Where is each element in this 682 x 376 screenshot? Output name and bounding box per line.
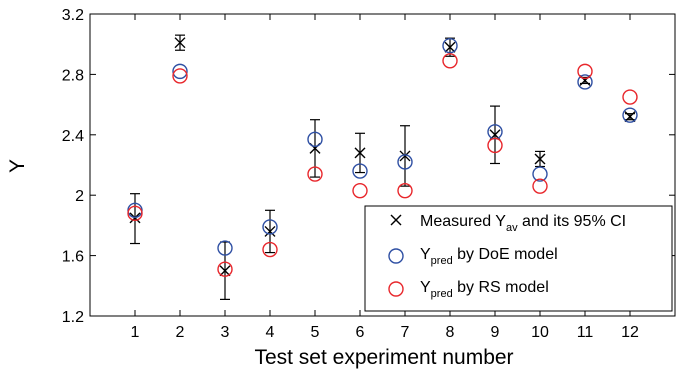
rs-point [442,53,458,69]
doe-point [532,166,548,182]
legend-entry-rs: Ypred by RS model [388,279,549,300]
plot-border [89,13,676,317]
y-tick-label: 1.6 [62,249,84,266]
legend: Measured Yav and its 95% CI Ypred by DoE… [364,205,673,312]
legend-marker-doe-circle [388,248,404,264]
x-tick-label: 5 [311,324,320,341]
measured-point [399,125,411,187]
doe-point [307,131,323,148]
doe-point [442,38,458,54]
rs-point [217,261,233,277]
rs-point [532,178,548,194]
rs-point [307,166,323,182]
y-tick-label: 2 [75,188,84,205]
doe-point [622,107,638,123]
x-marker-stroke [354,147,366,159]
x-tick-label: 1 [131,324,140,341]
measured-point [534,150,546,168]
x-tick-label: 10 [531,324,549,341]
measured-point [354,132,366,174]
measured-point [489,105,501,165]
y-axis: 1.2 1.6 2 2.4 2.8 3.2 [62,7,675,326]
legend-entry-doe: Ypred by DoE model [388,246,558,267]
doe-point [172,63,188,80]
measured-point [264,209,276,254]
rs-point [262,241,278,258]
rs-point [622,89,638,105]
y-tick-label: 3.2 [62,7,84,24]
rs-point [172,68,188,84]
x-tick-label: 4 [266,324,275,341]
measured-point [624,111,636,123]
x-tick-label: 11 [577,324,594,341]
legend-box [364,205,673,312]
doe-point [577,74,593,90]
rs-point [577,63,593,80]
legend-marker-rs-circle [388,281,404,297]
doe-point [352,163,368,179]
doe-point [217,240,233,256]
rs-point [397,182,413,199]
x-marker-stroke [624,111,636,123]
x-axis: 1 2 3 4 5 6 7 8 9 10 11 12 [131,14,639,341]
y-tick-label: 1.2 [62,309,84,326]
legend-marker-x [390,214,402,226]
x-marker-stroke [399,150,411,162]
x-marker-stroke [219,265,231,277]
measured-point [219,241,231,300]
rs-point [127,205,143,222]
y-tick-label: 2.4 [62,128,84,145]
legend-label-rs: Ypred by RS model [420,279,549,300]
x-tick-label: 12 [621,324,639,341]
legend-entry-measured: Measured Yav and its 95% CI [390,213,626,234]
legend-label-measured: Measured Yav and its 95% CI [420,213,626,234]
x-tick-label: 6 [356,324,365,341]
x-axis-title: Test set experiment number [254,346,513,369]
y-axis-title: Y [6,159,29,173]
data-marks [127,34,638,300]
x-marker-stroke [444,41,456,53]
rs-point [352,182,368,199]
x-tick-label: 7 [401,324,410,341]
x-tick-label: 9 [491,324,500,341]
legend-label-doe: Ypred by DoE model [420,246,558,267]
x-tick-label: 3 [221,324,230,341]
measured-point [174,34,186,51]
x-tick-label: 2 [176,324,185,341]
plot-frame [89,13,676,317]
y-tick-label: 2.8 [62,67,84,84]
x-tick-label: 8 [446,324,455,341]
doe-point [262,219,278,235]
x-marker-stroke [264,225,276,237]
x-marker-stroke [534,153,546,165]
doe-point [397,154,413,170]
x-marker-stroke [174,37,186,49]
rs-point [487,137,503,154]
